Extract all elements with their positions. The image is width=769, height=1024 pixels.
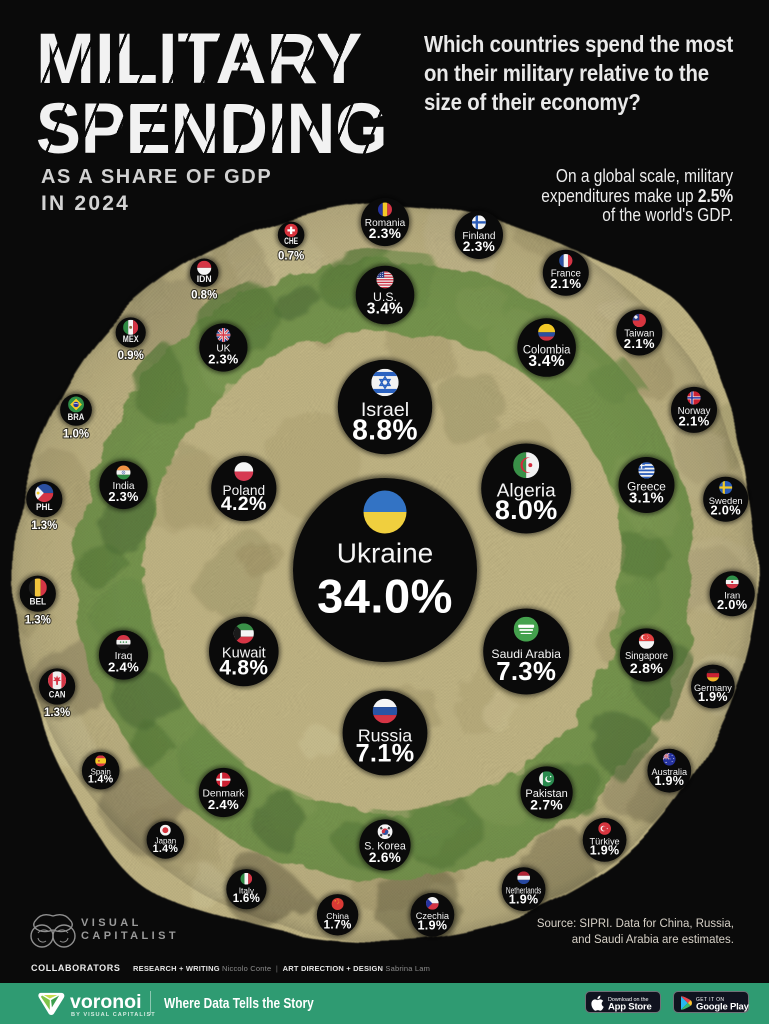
svg-text:CAPITALIST: CAPITALIST: [81, 930, 178, 942]
svg-text:Singapore: Singapore: [625, 651, 669, 662]
svg-text:3.1%: 3.1%: [629, 491, 664, 507]
svg-text:7.1%: 7.1%: [355, 739, 414, 767]
svg-text:0.9%: 0.9%: [118, 350, 144, 362]
svg-text:2.3%: 2.3%: [463, 239, 495, 254]
svg-text:1.9%: 1.9%: [654, 774, 684, 788]
svg-text:Italy: Italy: [239, 885, 255, 895]
svg-text:BRA: BRA: [68, 412, 85, 422]
svg-text:Kuwait: Kuwait: [222, 646, 266, 662]
svg-text:Google Play: Google Play: [696, 1002, 750, 1013]
svg-text:CHE: CHE: [284, 236, 298, 246]
svg-text:3.4%: 3.4%: [528, 353, 565, 370]
svg-text:2.0%: 2.0%: [717, 597, 748, 612]
svg-text:Czechia: Czechia: [416, 911, 450, 921]
svg-text:2.8%: 2.8%: [630, 660, 663, 676]
svg-text:Spain: Spain: [91, 767, 111, 776]
svg-text:4.2%: 4.2%: [221, 493, 267, 515]
svg-text:1.3%: 1.3%: [44, 707, 70, 719]
svg-text:2.3%: 2.3%: [108, 489, 139, 504]
svg-text:1.7%: 1.7%: [324, 918, 352, 932]
svg-text:Sweden: Sweden: [709, 495, 743, 506]
svg-text:S. Korea: S. Korea: [364, 841, 406, 853]
svg-text:2.4%: 2.4%: [208, 797, 239, 812]
svg-text:Saudi Arabia: Saudi Arabia: [491, 647, 561, 661]
svg-text:Greece: Greece: [627, 480, 666, 494]
svg-text:1.9%: 1.9%: [698, 690, 728, 704]
svg-text:Netherlands: Netherlands: [506, 886, 542, 896]
svg-text:Australia: Australia: [652, 767, 688, 777]
svg-text:GET IT ON: GET IT ON: [696, 997, 724, 1003]
svg-text:Germany: Germany: [694, 683, 732, 693]
svg-text:Romania: Romania: [365, 218, 406, 229]
svg-text:1.9%: 1.9%: [590, 844, 620, 858]
svg-text:1.9%: 1.9%: [509, 893, 539, 907]
svg-text:1.3%: 1.3%: [25, 614, 51, 626]
svg-text:IDN: IDN: [197, 274, 212, 284]
svg-text:Finland: Finland: [462, 231, 495, 242]
svg-text:PHL: PHL: [36, 502, 53, 512]
svg-text:1.9%: 1.9%: [418, 918, 448, 932]
svg-text:2.4%: 2.4%: [108, 659, 139, 674]
svg-text:CAN: CAN: [49, 690, 66, 700]
svg-text:Iraq: Iraq: [115, 651, 133, 662]
svg-text:Pakistan: Pakistan: [525, 788, 567, 800]
svg-text:Algeria: Algeria: [497, 481, 556, 502]
svg-text:1.4%: 1.4%: [153, 843, 179, 855]
svg-text:App Store: App Store: [608, 1002, 652, 1013]
svg-text:Türkiye: Türkiye: [590, 836, 620, 846]
svg-text:2.7%: 2.7%: [530, 798, 563, 813]
svg-text:2.0%: 2.0%: [711, 503, 742, 518]
svg-text:2.6%: 2.6%: [369, 850, 401, 865]
svg-text:1.0%: 1.0%: [63, 428, 89, 440]
svg-text:2.3%: 2.3%: [369, 226, 401, 241]
svg-text:Denmark: Denmark: [203, 789, 246, 800]
svg-text:Colombia: Colombia: [523, 342, 571, 356]
svg-text:Russia: Russia: [358, 726, 412, 746]
svg-text:1.3%: 1.3%: [31, 520, 57, 532]
svg-text:1.6%: 1.6%: [233, 893, 260, 905]
svg-text:Israel: Israel: [361, 399, 409, 421]
svg-text:Taiwan: Taiwan: [624, 328, 654, 339]
svg-text:VISUAL: VISUAL: [81, 917, 142, 929]
svg-text:Iran: Iran: [724, 590, 740, 601]
svg-text:Poland: Poland: [222, 483, 265, 498]
svg-text:UK: UK: [216, 344, 230, 355]
svg-text:34.0%: 34.0%: [317, 570, 453, 623]
svg-text:China: China: [326, 911, 349, 921]
svg-text:0.8%: 0.8%: [191, 289, 217, 301]
svg-text:4.8%: 4.8%: [219, 657, 268, 680]
svg-text:Japan: Japan: [155, 837, 177, 846]
svg-text:Norway: Norway: [678, 406, 711, 417]
svg-text:3.4%: 3.4%: [367, 301, 404, 318]
svg-text:8.8%: 8.8%: [352, 414, 418, 446]
svg-text:India: India: [113, 481, 135, 492]
svg-text:Download on the: Download on the: [608, 997, 648, 1003]
svg-text:7.3%: 7.3%: [496, 658, 556, 686]
svg-text:2.1%: 2.1%: [550, 276, 581, 291]
svg-text:France: France: [551, 269, 581, 280]
svg-text:Ukraine: Ukraine: [337, 538, 433, 569]
svg-text:2.3%: 2.3%: [208, 352, 239, 367]
svg-text:2.1%: 2.1%: [678, 414, 709, 429]
svg-text:1.4%: 1.4%: [88, 774, 114, 786]
svg-text:BEL: BEL: [29, 597, 46, 607]
svg-text:0.7%: 0.7%: [278, 251, 304, 263]
svg-text:U.S.: U.S.: [373, 290, 397, 304]
svg-text:8.0%: 8.0%: [495, 495, 558, 525]
svg-text:MEX: MEX: [123, 334, 139, 344]
svg-text:2.1%: 2.1%: [624, 336, 655, 351]
